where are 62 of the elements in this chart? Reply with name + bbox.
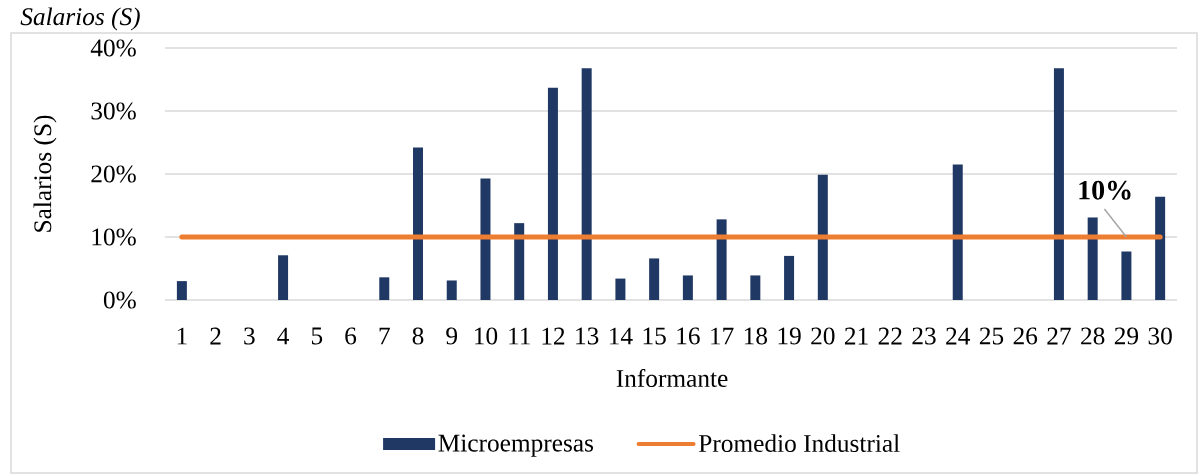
x-tick-label: 10 — [475, 327, 498, 345]
x-tick-label: 30 — [1148, 327, 1172, 345]
x-tick-label: 8 — [412, 327, 424, 345]
x-tick-label: 3 — [244, 327, 255, 345]
x-tick-label: 16 — [677, 327, 700, 345]
x-tick-label: 14 — [609, 327, 633, 345]
bar — [176, 281, 187, 300]
x-tick-label: 6 — [345, 327, 357, 345]
x-tick-label: 29 — [1114, 327, 1139, 345]
x-tick-label: 17 — [711, 327, 734, 345]
x-tick-label: 7 — [379, 327, 390, 345]
x-tick-label: 13 — [576, 327, 599, 345]
legend-label: Promedio Industrial — [698, 434, 900, 453]
x-tick-label: 5 — [311, 327, 323, 345]
bar — [1121, 251, 1132, 300]
bar — [615, 278, 626, 300]
x-tick-label: 15 — [643, 327, 666, 345]
y-tick-label: 20% — [91, 165, 136, 183]
bar — [682, 275, 693, 300]
bar — [1053, 68, 1064, 300]
x-tick-label: 26 — [1013, 327, 1038, 345]
bar — [278, 255, 289, 300]
x-tick-label: 9 — [446, 327, 458, 345]
y-tick-label: 0% — [103, 291, 136, 309]
bar — [716, 219, 727, 300]
x-tick-label: 18 — [744, 327, 768, 345]
bar — [817, 174, 828, 300]
legend-label: Microempresas — [438, 434, 594, 457]
x-tick-label: 27 — [1047, 327, 1071, 345]
x-tick-label: 4 — [277, 327, 290, 345]
x-axis-title: Informante — [616, 368, 728, 388]
bar — [1087, 217, 1098, 300]
bar — [1155, 196, 1166, 300]
bar — [547, 87, 558, 300]
bar — [952, 164, 963, 300]
x-tick-label: 28 — [1081, 327, 1105, 345]
x-tick-label: 1 — [177, 327, 187, 345]
y-tick-label: 30% — [91, 102, 136, 120]
x-tick-label: 22 — [878, 327, 902, 345]
x-tick-label: 19 — [778, 327, 801, 345]
x-tick-label: 2 — [210, 327, 221, 345]
chart-title: Salarios (S) — [20, 7, 140, 31]
bar — [581, 68, 592, 300]
y-axis-title: Salarios (S) — [33, 115, 57, 232]
bar — [649, 258, 660, 300]
bar — [446, 280, 457, 300]
x-tick-label: 21 — [844, 327, 868, 345]
bar — [750, 275, 761, 300]
bar — [379, 277, 390, 300]
x-tick-label: 12 — [542, 327, 565, 345]
y-tick-label: 40% — [90, 39, 136, 57]
x-tick-label: 24 — [946, 327, 971, 345]
bar — [514, 223, 525, 300]
x-tick-label: 20 — [811, 327, 835, 345]
y-tick-label: 10% — [92, 228, 136, 246]
data-label: 10% — [1079, 180, 1131, 200]
bar — [784, 255, 795, 300]
x-tick-label: 25 — [979, 327, 1004, 345]
bar — [413, 147, 423, 300]
x-tick-label: 11 — [509, 327, 530, 345]
x-tick-label: 23 — [912, 327, 936, 345]
bar — [480, 178, 491, 300]
